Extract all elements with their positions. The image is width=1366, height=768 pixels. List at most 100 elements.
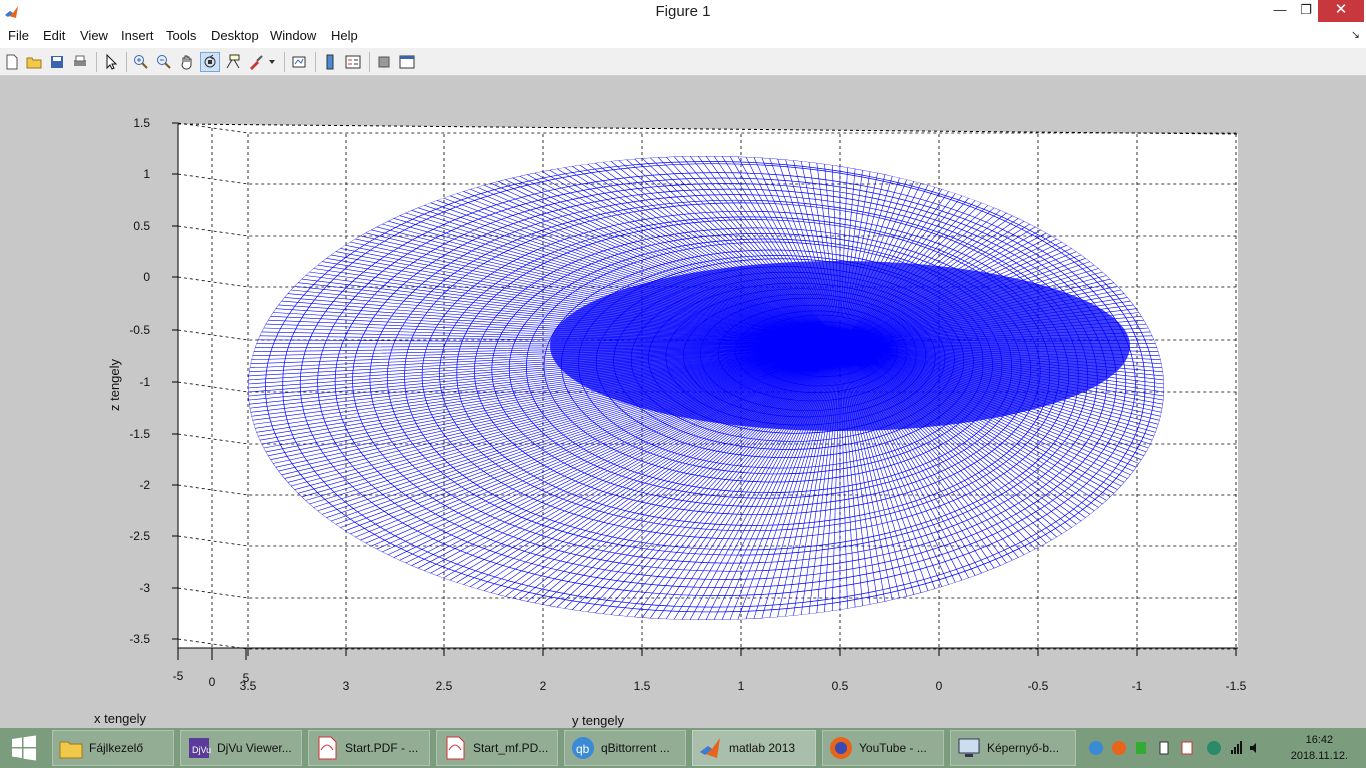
firefox-tray-icon [1112,741,1126,755]
window-title: Figure 1 [655,3,711,20]
djvu-icon: DjVu [189,738,211,758]
taskbar-item-label: YouTube - ... [859,741,927,755]
surface-mesh [248,156,1164,620]
y-tick-label: 3.5 [240,679,257,693]
y-tick-label: 2 [540,679,547,693]
edit-plot-arrow-icon[interactable] [101,52,121,72]
z-tick-label: -0.5 [129,323,150,337]
app-tray-icon [1207,741,1221,755]
security-tray-icon [1136,742,1146,754]
x-axis-label: x tengely [94,711,147,726]
y-axis-label: y tengely [572,713,625,728]
y-tick-label: 1 [738,679,745,693]
menu-view[interactable]: View [80,28,108,43]
pdf-icon [318,736,337,760]
taskbar-item-label: Start.PDF - ... [345,741,419,755]
taskbar-item[interactable]: YouTube - ... [822,730,944,766]
dock-arrow-icon[interactable]: ↘ [1350,29,1360,41]
taskbar-item-label: matlab 2013 [729,741,796,755]
y-tick-label: -0.5 [1028,679,1049,693]
toolbar [0,48,1366,76]
zoom-out-icon[interactable] [154,52,174,72]
hide-plot-tools-icon[interactable] [374,52,394,72]
legend-icon[interactable] [343,52,363,72]
y-tick-label: 0 [936,679,943,693]
folder-icon [59,741,83,759]
taskbar-item[interactable]: matlab 2013 [692,730,816,766]
close-button[interactable]: ✕ [1318,0,1364,22]
device-tray-icon [1159,741,1169,755]
z-tick-label: -2 [139,478,150,492]
y-tick-label: -1.5 [1226,679,1247,693]
taskbar-item-label: Képernyő-b... [987,741,1060,755]
menu-tools[interactable]: Tools [166,28,197,43]
taskbar-item-label: DjVu Viewer... [217,741,292,755]
axes-3d[interactable]: 1.5 1 0.5 0 -0.5 -1 -1.5 -2 -2.5 -3 -3.5 3.5 3 2.5 2 1… [0,76,1366,728]
network-off-tray-icon [1181,741,1193,755]
taskbar-item[interactable]: Képernyő-b... [950,730,1076,766]
x-tick-label: 0 [209,675,216,689]
taskbar-item[interactable]: Start.PDF - ... [308,730,430,766]
open-file-icon[interactable] [24,52,44,72]
show-plot-tools-icon[interactable] [397,52,417,72]
pdf-icon [446,736,465,760]
matlab-logo-icon [5,6,18,18]
menu-file[interactable]: File [8,28,29,43]
svg-text:DjVu: DjVu [192,745,211,755]
data-cursor-icon[interactable] [223,52,243,72]
rotate-3d-icon[interactable] [200,52,220,72]
x-tick-label: 5 [243,671,250,685]
z-tick-label: -2.5 [129,529,150,543]
link-plot-icon[interactable] [289,52,309,72]
pan-hand-icon[interactable] [177,52,197,72]
x-axis-ticks: -5 0 5 [173,648,250,689]
menu-edit[interactable]: Edit [43,28,66,43]
menu-help[interactable]: Help [331,28,358,43]
clock[interactable]: 16:42 2018.11.12. [1291,732,1348,764]
menu-bar: File Edit View Insert Tools Desktop Wind… [0,24,1366,48]
taskbar-item[interactable]: Start_mf.PD... [436,730,558,766]
y-axis-ticks: 3.5 3 2.5 2 1.5 1 0.5 0 -0.5 -1 -1.5 [240,648,1247,693]
taskbar: Fájlkezelő DjVu DjVu Viewer... Start.PDF - … [0,728,1366,768]
restore-button[interactable]: ❐ [1300,2,1312,17]
windows-logo-icon [12,735,36,761]
y-tick-label: 0.5 [832,679,849,693]
z-axis-ticks: 1.5 1 0.5 0 -0.5 -1 -1.5 -2 -2.5 -3 -3.5 [129,116,178,646]
figure-canvas[interactable]: 1.5 1 0.5 0 -0.5 -1 -1.5 -2 -2.5 -3 -3.5 3.5 3 2.5 2 1… [0,76,1366,728]
menu-window[interactable]: Window [270,28,317,43]
signal-tray-icon [1231,741,1242,754]
x-tick-label: -5 [173,669,184,683]
z-tick-label: 1 [143,167,150,181]
clock-time: 16:42 [1305,734,1334,746]
screenshot-icon [958,738,980,757]
z-tick-label: -3.5 [129,632,150,646]
taskbar-item[interactable]: Fájlkezelő [52,730,174,766]
print-icon[interactable] [70,52,90,72]
brush-dropdown-icon[interactable] [266,52,278,72]
taskbar-item[interactable]: DjVu DjVu Viewer... [180,730,302,766]
taskbar-item[interactable]: qb qBittorrent ... [564,730,686,766]
new-figure-icon[interactable] [2,52,22,72]
minimize-button[interactable]: — [1273,2,1287,17]
z-tick-label: 1.5 [133,116,150,130]
z-tick-label: -1.5 [129,427,150,441]
z-tick-label: 0 [143,270,150,284]
system-tray [1086,728,1256,768]
y-tick-label: 1.5 [634,679,651,693]
menu-desktop[interactable]: Desktop [211,28,259,43]
menu-insert[interactable]: Insert [121,28,154,43]
z-tick-label: -3 [139,581,150,595]
zoom-in-icon[interactable] [131,52,151,72]
clock-date: 2018.11.12. [1290,750,1348,762]
qb-tray-icon [1089,741,1103,755]
taskbar-item-label: Fájlkezelő [89,741,144,755]
z-axis-label: z tengely [107,358,122,411]
save-icon[interactable] [47,52,67,72]
svg-text:qb: qb [576,742,590,756]
z-tick-label: -1 [139,375,150,389]
start-button[interactable] [0,728,48,768]
brush-icon[interactable] [246,52,266,72]
y-tick-label: -1 [1132,679,1143,693]
colorbar-icon[interactable] [320,52,340,72]
volume-tray-icon [1250,743,1256,753]
